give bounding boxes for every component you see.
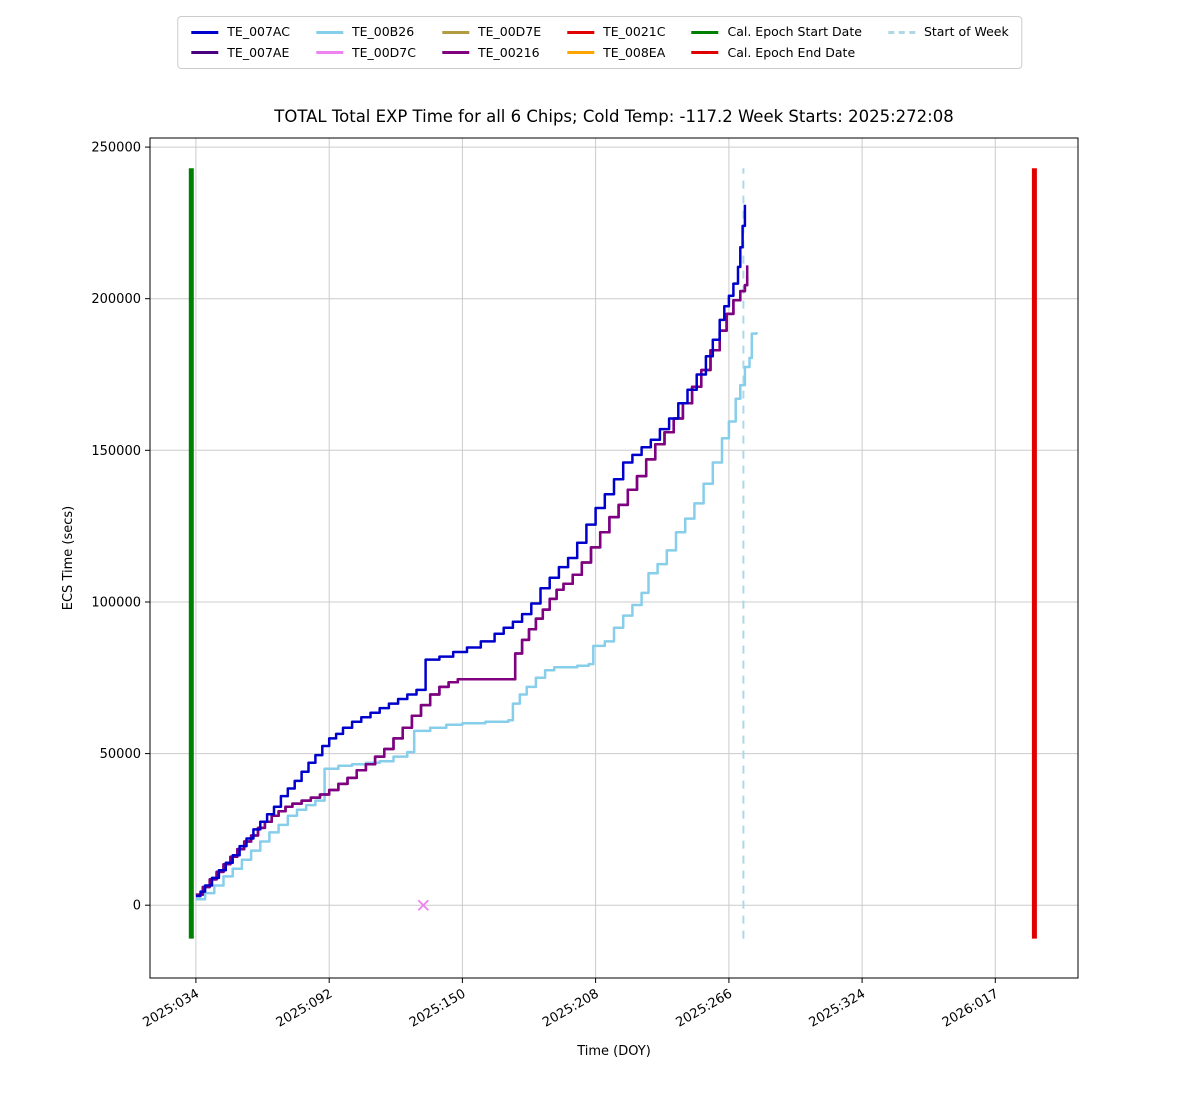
x-tick-labels: 2025:034 2025:092 2025:150 2025:208 2025:266… xyxy=(140,978,1001,1031)
legend-line-swatch-icon xyxy=(887,30,915,34)
svg-text:250000: 250000 xyxy=(91,141,141,156)
series-TE_00216 xyxy=(195,265,749,896)
legend-item-Cal. Epoch End Date: Cal. Epoch End Date xyxy=(691,44,861,60)
svg-text:2025:324: 2025:324 xyxy=(807,986,868,1030)
x-axis-label: Time (DOY) xyxy=(576,1044,651,1059)
legend-column: TE_007AC TE_007AE xyxy=(191,24,290,60)
legend-label: TE_007AC xyxy=(227,24,290,39)
legend-item-TE_007AE: TE_007AE xyxy=(191,44,290,60)
legend-item-TE_00B26: TE_00B26 xyxy=(315,24,416,39)
legend-item-TE_007AC: TE_007AC xyxy=(191,24,290,39)
svg-text:100000: 100000 xyxy=(91,596,141,611)
legend-item-TE_008EA: TE_008EA xyxy=(567,44,666,60)
svg-text:0: 0 xyxy=(133,899,141,914)
legend-line-swatch-icon xyxy=(691,51,719,55)
svg-text:2025:092: 2025:092 xyxy=(274,986,335,1030)
svg-text:150000: 150000 xyxy=(91,444,141,459)
legend-item-TE_00D7C: TE_00D7C xyxy=(315,44,416,60)
legend: TE_007AC TE_007AE TE_00B26 TE_00D7C TE_00D7E… xyxy=(177,16,1023,69)
marker-x-TE_00D7C xyxy=(417,899,429,911)
y-tick-labels: 0 50000 100000 150000 200000 250000 xyxy=(91,141,150,914)
legend-item-Start of Week: Start of Week xyxy=(887,24,1009,39)
legend-column: Cal. Epoch Start Date Cal. Epoch End Date xyxy=(691,24,862,60)
svg-text:2025:208: 2025:208 xyxy=(540,986,601,1030)
legend-label: TE_00D7E xyxy=(477,24,542,39)
legend-label: Cal. Epoch End Date xyxy=(727,44,856,60)
legend-label: Start of Week xyxy=(923,24,1009,39)
legend-column: Start of Week xyxy=(887,24,1009,39)
svg-text:2026:017: 2026:017 xyxy=(940,986,1001,1030)
legend-label: TE_00216 xyxy=(477,44,540,60)
plot-background xyxy=(150,138,1078,978)
legend-line-swatch-icon xyxy=(315,30,343,34)
svg-text:50000: 50000 xyxy=(100,747,141,762)
svg-text:200000: 200000 xyxy=(91,292,141,307)
legend-item-Cal. Epoch Start Date: Cal. Epoch Start Date xyxy=(691,24,862,39)
legend-label: TE_0021C xyxy=(603,24,666,39)
axes-border xyxy=(149,137,1079,979)
legend-item-TE_00216: TE_00216 xyxy=(441,44,541,60)
legend-label: Cal. Epoch Start Date xyxy=(727,24,862,39)
legend-line-swatch-icon xyxy=(441,51,469,55)
y-axis-label: ECS Time (secs) xyxy=(61,506,76,610)
chart-layers: 2025:034 2025:092 2025:150 2025:208 2025:266… xyxy=(91,137,1079,1031)
svg-text:2025:034: 2025:034 xyxy=(140,986,201,1030)
legend-item-TE_00D7E: TE_00D7E xyxy=(441,24,542,39)
svg-text:2025:266: 2025:266 xyxy=(673,986,734,1030)
legend-column: TE_00D7E TE_00216 xyxy=(441,24,542,60)
legend-label: TE_008EA xyxy=(603,44,666,60)
legend-label: TE_00B26 xyxy=(351,24,415,39)
legend-column: TE_0021C TE_008EA xyxy=(567,24,666,60)
legend-line-swatch-icon xyxy=(315,51,343,55)
series-TE_007AC xyxy=(195,204,747,898)
legend-item-TE_0021C: TE_0021C xyxy=(567,24,666,39)
series-TE_00B26 xyxy=(195,332,758,901)
legend-line-swatch-icon xyxy=(567,30,595,34)
legend-line-swatch-icon xyxy=(441,30,469,34)
svg-text:2025:150: 2025:150 xyxy=(407,986,468,1030)
legend-label: TE_00D7C xyxy=(351,44,416,60)
legend-line-swatch-icon xyxy=(191,51,219,55)
legend-column: TE_00B26 TE_00D7C xyxy=(315,24,416,60)
legend-line-swatch-icon xyxy=(567,51,595,55)
legend-line-swatch-icon xyxy=(691,30,719,34)
grid xyxy=(150,138,1078,978)
legend-label: TE_007AE xyxy=(227,44,290,60)
legend-line-swatch-icon xyxy=(191,30,219,34)
chart-title: TOTAL Total EXP Time for all 6 Chips; Co… xyxy=(273,107,953,126)
